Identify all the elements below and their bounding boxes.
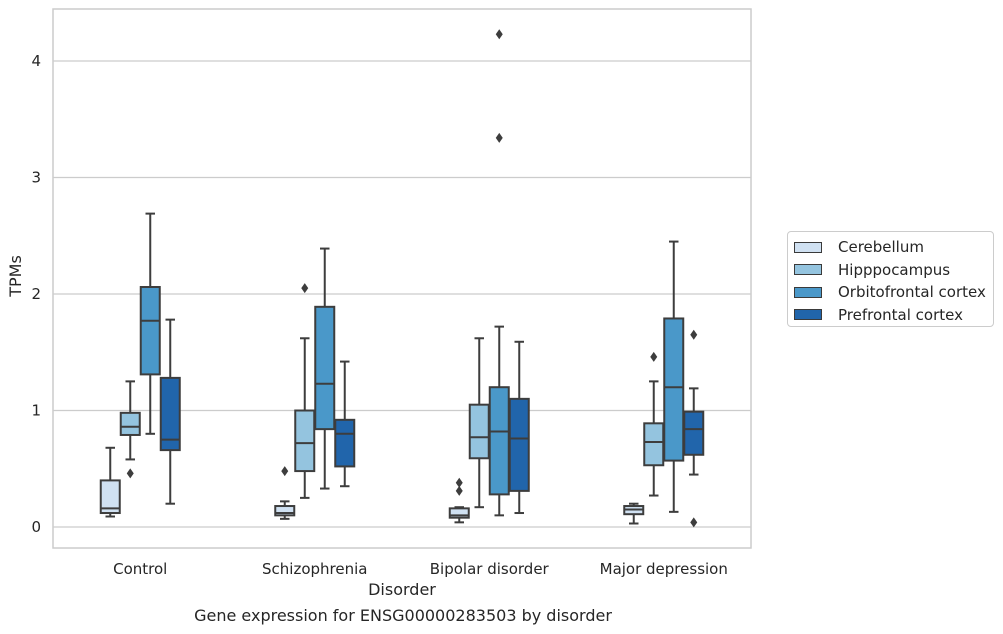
legend-swatch xyxy=(794,286,822,298)
legend-item: Orbitofrontal cortex xyxy=(794,281,993,304)
legend-item: Cerebellum xyxy=(794,236,993,259)
y-tick-label: 4 xyxy=(31,52,41,70)
box-prefrontal-cortex-3 xyxy=(683,329,705,528)
legend-label: Prefrontal cortex xyxy=(838,305,963,324)
box-body xyxy=(314,305,336,431)
box-hipppocampus-2 xyxy=(468,337,490,509)
box-body xyxy=(334,418,356,468)
outlier-point xyxy=(455,477,463,488)
outlier-point xyxy=(495,29,503,40)
x-tick-label: Control xyxy=(113,560,167,578)
x-tick-label: Bipolar disorder xyxy=(430,560,550,578)
legend-label: Cerebellum xyxy=(838,238,924,257)
y-tick-label: 1 xyxy=(31,402,41,420)
x-axis-label: Disorder xyxy=(368,580,436,599)
box-body xyxy=(683,410,705,456)
outlier-point xyxy=(690,517,698,528)
outlier-point xyxy=(650,351,658,362)
legend: Cerebellum Hipppocampus Orbitofrontal cort… xyxy=(787,231,994,327)
box-body xyxy=(468,403,490,460)
box-orbitofrontal-cortex-2 xyxy=(488,29,510,517)
legend-swatch xyxy=(794,309,822,321)
x-tick-label: Major depression xyxy=(600,560,728,578)
legend-swatch xyxy=(794,241,822,253)
box-orbitofrontal-cortex-1 xyxy=(314,247,336,490)
box-orbitofrontal-cortex-3 xyxy=(663,240,685,513)
box-cerebellum-0 xyxy=(99,446,121,518)
box-cerebellum-1 xyxy=(274,466,296,520)
box-prefrontal-cortex-1 xyxy=(334,360,356,488)
box-body xyxy=(294,409,316,473)
y-tick-label: 0 xyxy=(31,518,41,536)
plot-frame xyxy=(52,8,752,549)
box-hipppocampus-3 xyxy=(643,351,665,497)
box-cerebellum-2 xyxy=(448,477,470,524)
box-body xyxy=(119,411,141,436)
box-body xyxy=(139,286,161,376)
legend-label: Hipppocampus xyxy=(838,260,951,279)
outlier-point xyxy=(301,283,309,294)
outlier-point xyxy=(281,466,289,477)
box-body xyxy=(448,507,470,519)
x-tick-labels: Control Schizophrenia Bipolar disorder Majo… xyxy=(113,560,728,578)
y-tick-label: 3 xyxy=(31,169,41,187)
box-body xyxy=(488,386,510,496)
y-tick-labels: 0 1 2 3 4 xyxy=(31,52,41,536)
box-body xyxy=(99,479,121,515)
outlier-point xyxy=(126,468,134,479)
outlier-point xyxy=(455,485,463,496)
y-tick-label: 2 xyxy=(31,285,41,303)
outlier-point xyxy=(495,132,503,143)
box-body xyxy=(159,376,181,452)
box-cerebellum-3 xyxy=(623,502,645,525)
box-body xyxy=(274,505,296,517)
chart-caption: Gene expression for ENSG00000283503 by d… xyxy=(194,606,612,625)
box-body xyxy=(508,397,530,492)
box-body xyxy=(643,422,665,467)
box-prefrontal-cortex-0 xyxy=(159,318,181,505)
legend-item: Hipppocampus xyxy=(794,259,993,282)
box-hipppocampus-1 xyxy=(294,283,316,499)
plot-marks xyxy=(99,29,705,528)
y-axis-label: TPMs xyxy=(6,255,25,298)
box-orbitofrontal-cortex-0 xyxy=(139,212,161,435)
legend-item: Prefrontal cortex xyxy=(794,304,993,327)
legend-label: Orbitofrontal cortex xyxy=(838,283,986,302)
outlier-point xyxy=(690,329,698,340)
box-hipppocampus-0 xyxy=(119,380,141,479)
legend-swatch xyxy=(794,264,822,276)
x-tick-label: Schizophrenia xyxy=(262,560,367,578)
box-body xyxy=(663,317,685,462)
box-prefrontal-cortex-2 xyxy=(508,340,530,515)
